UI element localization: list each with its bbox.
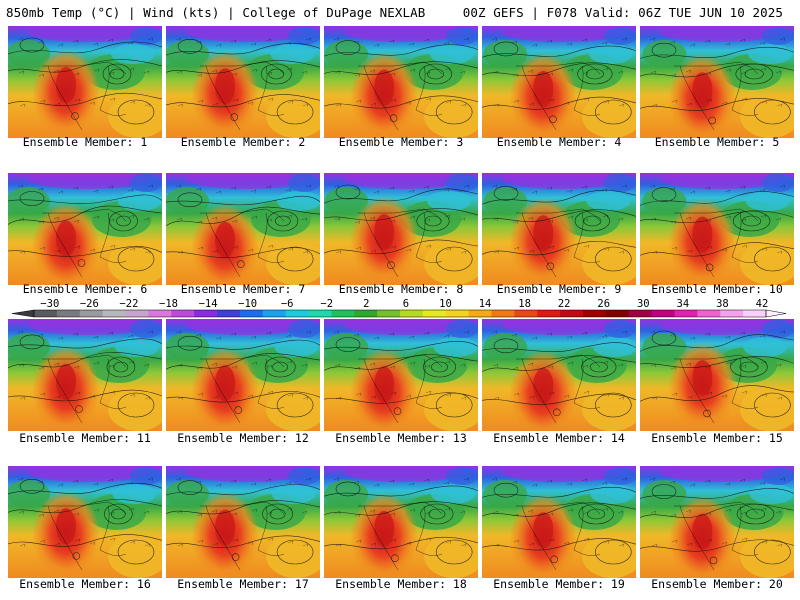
colorbar-tick-label: 18 bbox=[518, 298, 531, 310]
ensemble-member-map bbox=[324, 319, 478, 431]
colorbar-swatch bbox=[354, 310, 378, 317]
temperature-colorbar: −30 −26 −22 −18 −14 −10 −6 −2 2 6 10 14 18 22 26 30 34 38… bbox=[0, 296, 800, 320]
colorbar-swatch bbox=[400, 310, 424, 317]
colorbar-swatch bbox=[102, 310, 126, 317]
colorbar-tick-label: 26 bbox=[597, 298, 610, 310]
ensemble-member-label: Ensemble Member: 2 bbox=[180, 135, 306, 149]
colorbar-swatch bbox=[239, 310, 264, 317]
colorbar-left-arrow bbox=[11, 309, 35, 318]
colorbar-tick-label: 38 bbox=[716, 298, 729, 310]
ensemble-member-label: Ensemble Member: 1 bbox=[22, 135, 148, 149]
colorbar-swatch bbox=[697, 310, 721, 317]
colorbar-swatch bbox=[34, 310, 58, 317]
colorbar-swatch bbox=[651, 310, 675, 317]
colorbar-swatch bbox=[468, 310, 492, 317]
ensemble-member-label: Ensemble Member: 9 bbox=[496, 282, 622, 296]
colorbar-swatch bbox=[422, 310, 447, 317]
ensemble-member-label: Ensemble Member: 7 bbox=[180, 282, 306, 296]
colorbar-swatch bbox=[560, 310, 584, 317]
ensemble-member-map bbox=[640, 26, 794, 138]
ensemble-member-map bbox=[8, 466, 162, 578]
colorbar-swatch bbox=[56, 310, 81, 317]
ensemble-member-label: Ensemble Member: 11 bbox=[19, 431, 151, 445]
colorbar-swatch bbox=[285, 310, 309, 317]
colorbar-swatch bbox=[583, 310, 607, 317]
colorbar-outline bbox=[33, 309, 767, 318]
chart-title: 850mb Temp (°C) | Wind (kts) | College o… bbox=[6, 5, 426, 20]
colorbar-swatch bbox=[743, 310, 767, 317]
colorbar-tick-label: −14 bbox=[199, 298, 218, 310]
ensemble-member-map bbox=[166, 466, 320, 578]
colorbar-tick-label: 6 bbox=[403, 298, 409, 310]
colorbar-tick-label: −10 bbox=[238, 298, 257, 310]
colorbar-tick-label: −2 bbox=[320, 298, 333, 310]
ensemble-member-label: Ensemble Member: 17 bbox=[177, 577, 309, 591]
colorbar-tick-label: −18 bbox=[159, 298, 178, 310]
ensemble-member-label: Ensemble Member: 6 bbox=[22, 282, 148, 296]
colorbar-tick-label: −26 bbox=[80, 298, 99, 310]
ensemble-member-label: Ensemble Member: 3 bbox=[338, 135, 464, 149]
colorbar-tick-label: 34 bbox=[677, 298, 690, 310]
colorbar-swatch bbox=[445, 310, 470, 317]
colorbar-graphic: −30 −26 −22 −18 −14 −10 −6 −2 2 6 10 14 18 22 26 30 34 38… bbox=[11, 298, 787, 318]
ensemble-member-map bbox=[166, 26, 320, 138]
colorbar-swatch bbox=[194, 310, 218, 317]
ensemble-member-map bbox=[324, 173, 478, 285]
colorbar-tick-label: −6 bbox=[281, 298, 294, 310]
colorbar-swatch bbox=[125, 310, 149, 317]
colorbar-swatch bbox=[148, 310, 172, 317]
colorbar-swatch bbox=[217, 310, 241, 317]
ensemble-member-label: Ensemble Member: 4 bbox=[496, 135, 622, 149]
ensemble-member-map bbox=[482, 466, 636, 578]
ensemble-member-label: Ensemble Member: 16 bbox=[19, 577, 151, 591]
colorbar-swatch bbox=[674, 310, 698, 317]
colorbar-swatch bbox=[491, 310, 515, 317]
ensemble-member-map bbox=[482, 173, 636, 285]
colorbar-right-arrow bbox=[765, 309, 787, 318]
ensemble-member-map bbox=[324, 466, 478, 578]
ensemble-member-map bbox=[640, 319, 794, 431]
ensemble-member-label: Ensemble Member: 5 bbox=[654, 135, 780, 149]
ensemble-member-map bbox=[8, 173, 162, 285]
colorbar-tick-label: 22 bbox=[558, 298, 571, 310]
colorbar-swatch bbox=[331, 310, 355, 317]
ensemble-member-label: Ensemble Member: 14 bbox=[493, 431, 625, 445]
ensemble-member-map bbox=[324, 26, 478, 138]
colorbar-swatch bbox=[720, 310, 744, 317]
ensemble-member-label: Ensemble Member: 8 bbox=[338, 282, 464, 296]
ensemble-member-map bbox=[8, 319, 162, 431]
colorbar-tick-label: 14 bbox=[479, 298, 492, 310]
ensemble-member-label: Ensemble Member: 15 bbox=[651, 431, 783, 445]
run-valid-time: 00Z GEFS | F078 Valid: 06Z TUE JUN 10 20… bbox=[462, 5, 783, 20]
colorbar-swatch bbox=[262, 310, 287, 317]
colorbar-tick-label: 30 bbox=[637, 298, 650, 310]
colorbar-swatch bbox=[79, 310, 104, 317]
colorbar-swatch bbox=[605, 310, 630, 317]
ensemble-member-label: Ensemble Member: 19 bbox=[493, 577, 625, 591]
ensemble-member-map bbox=[482, 319, 636, 431]
colorbar-tick-label: 42 bbox=[756, 298, 769, 310]
colorbar-swatch bbox=[537, 310, 561, 317]
ensemble-member-map bbox=[166, 173, 320, 285]
colorbar-tick-label: 10 bbox=[439, 298, 452, 310]
colorbar-swatch bbox=[514, 310, 538, 317]
ensemble-member-map bbox=[482, 26, 636, 138]
ensemble-member-label: Ensemble Member: 13 bbox=[335, 431, 467, 445]
colorbar-tick-label: 2 bbox=[363, 298, 369, 310]
colorbar-swatch bbox=[628, 310, 653, 317]
colorbar-swatch bbox=[308, 310, 332, 317]
colorbar-tick-label: −22 bbox=[119, 298, 138, 310]
ensemble-member-label: Ensemble Member: 12 bbox=[177, 431, 309, 445]
ensemble-member-map bbox=[166, 319, 320, 431]
ensemble-member-map bbox=[640, 173, 794, 285]
ensemble-member-map bbox=[640, 466, 794, 578]
ensemble-member-label: Ensemble Member: 18 bbox=[335, 577, 467, 591]
ensemble-member-map bbox=[8, 26, 162, 138]
colorbar-tick-label: −30 bbox=[40, 298, 59, 310]
ensemble-member-label: Ensemble Member: 20 bbox=[651, 577, 783, 591]
colorbar-swatch bbox=[171, 310, 195, 317]
ensemble-member-label: Ensemble Member: 10 bbox=[651, 282, 783, 296]
colorbar-swatch bbox=[377, 310, 401, 317]
